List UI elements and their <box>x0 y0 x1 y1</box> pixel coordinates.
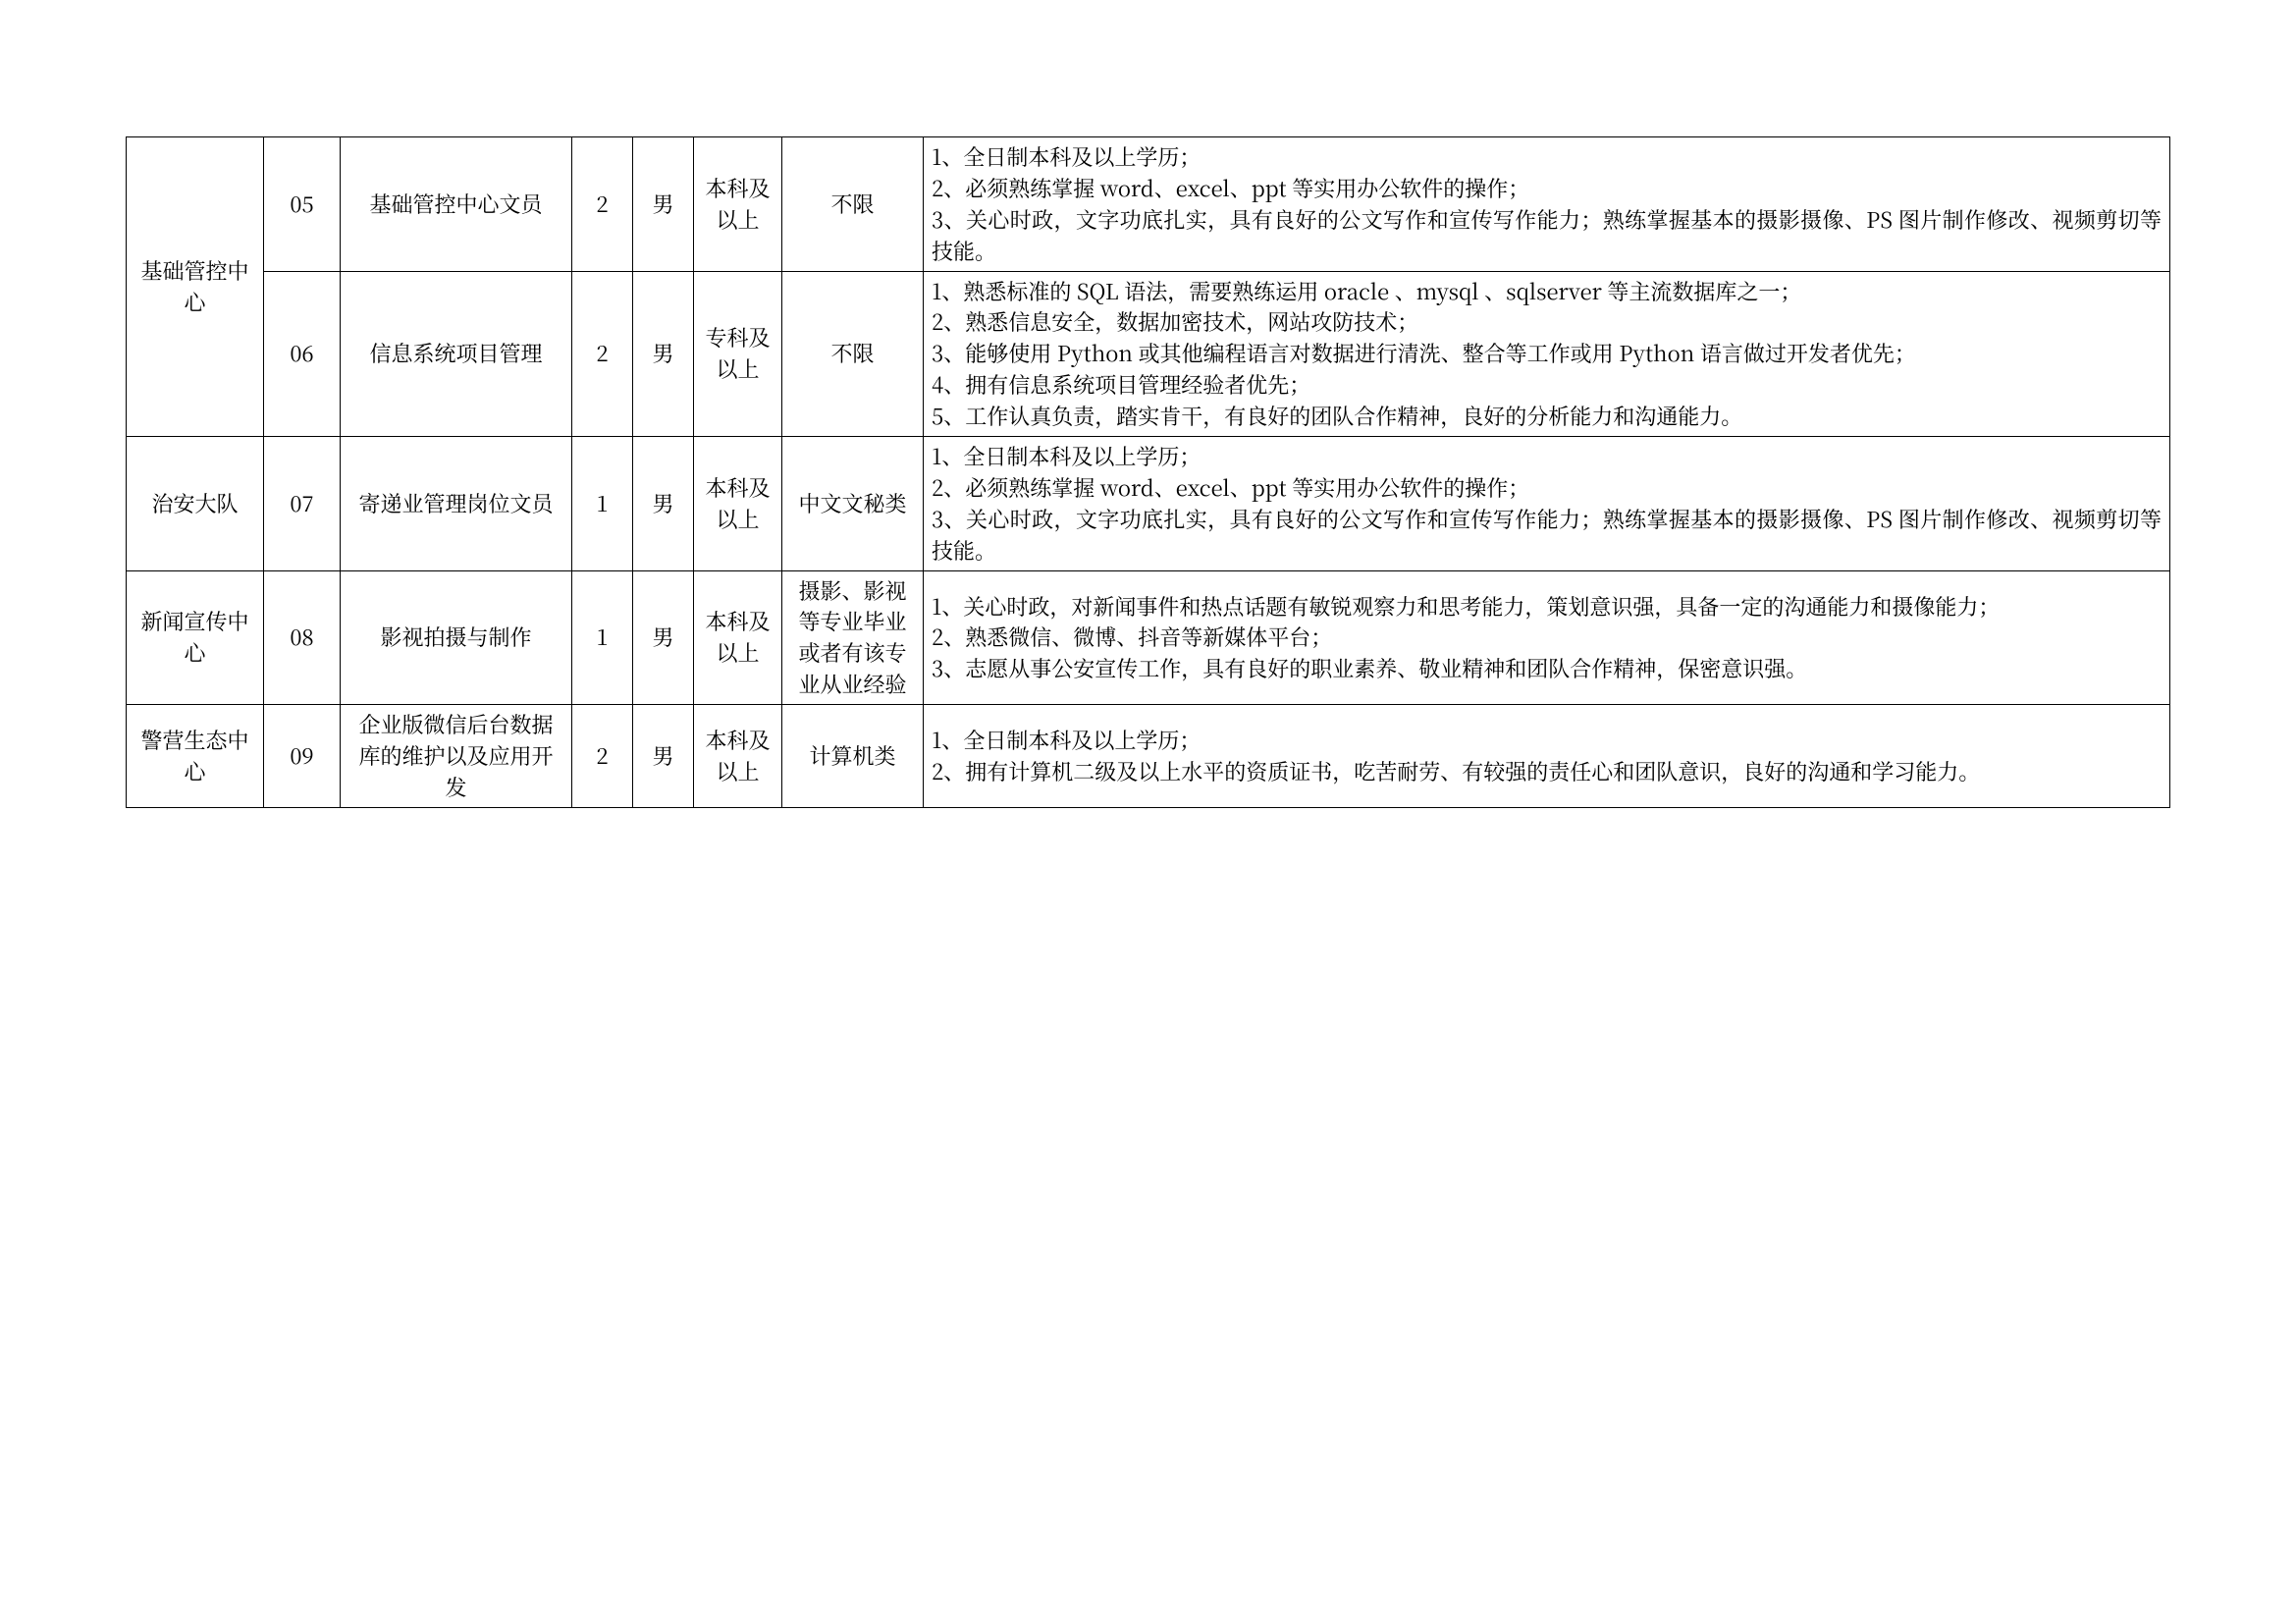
jobs-table: 基础管控中心 05 基础管控中心文员 2 男 本科及以上 不限 1、全日制本科及… <box>126 136 2170 808</box>
cell-requirements: 1、熟悉标准的 SQL 语法，需要熟练运用 oracle 、mysql 、sql… <box>924 271 2170 436</box>
table-row: 治安大队 07 寄递业管理岗位文员 1 男 本科及以上 中文文秘类 1、全日制本… <box>127 437 2170 571</box>
cell-edu: 专科及以上 <box>694 271 782 436</box>
cell-position: 企业版微信后台数据库的维护以及应用开发 <box>341 705 572 808</box>
cell-sex: 男 <box>633 271 694 436</box>
cell-code: 06 <box>264 271 341 436</box>
cell-position: 影视拍摄与制作 <box>341 570 572 705</box>
table-row: 基础管控中心 05 基础管控中心文员 2 男 本科及以上 不限 1、全日制本科及… <box>127 137 2170 272</box>
cell-code: 05 <box>264 137 341 272</box>
cell-major: 中文文秘类 <box>782 437 924 571</box>
cell-sex: 男 <box>633 437 694 571</box>
cell-qty: 2 <box>572 705 633 808</box>
cell-sex: 男 <box>633 570 694 705</box>
cell-position: 寄递业管理岗位文员 <box>341 437 572 571</box>
cell-code: 08 <box>264 570 341 705</box>
cell-qty: 1 <box>572 570 633 705</box>
cell-sex: 男 <box>633 705 694 808</box>
cell-major: 不限 <box>782 137 924 272</box>
cell-edu: 本科及以上 <box>694 437 782 571</box>
cell-sex: 男 <box>633 137 694 272</box>
cell-position: 信息系统项目管理 <box>341 271 572 436</box>
cell-edu: 本科及以上 <box>694 705 782 808</box>
table-row: 新闻宣传中心 08 影视拍摄与制作 1 男 本科及以上 摄影、影视等专业毕业或者… <box>127 570 2170 705</box>
cell-qty: 1 <box>572 437 633 571</box>
cell-dept: 治安大队 <box>127 437 264 571</box>
table-row: 警营生态中心 09 企业版微信后台数据库的维护以及应用开发 2 男 本科及以上 … <box>127 705 2170 808</box>
cell-edu: 本科及以上 <box>694 137 782 272</box>
cell-qty: 2 <box>572 271 633 436</box>
cell-major: 计算机类 <box>782 705 924 808</box>
cell-requirements: 1、全日制本科及以上学历； 2、必须熟练掌握 word、excel、ppt 等实… <box>924 437 2170 571</box>
cell-position: 基础管控中心文员 <box>341 137 572 272</box>
cell-requirements: 1、全日制本科及以上学历； 2、必须熟练掌握 word、excel、ppt 等实… <box>924 137 2170 272</box>
cell-requirements: 1、全日制本科及以上学历； 2、拥有计算机二级及以上水平的资质证书，吃苦耐劳、有… <box>924 705 2170 808</box>
cell-dept: 新闻宣传中心 <box>127 570 264 705</box>
cell-dept: 警营生态中心 <box>127 705 264 808</box>
cell-edu: 本科及以上 <box>694 570 782 705</box>
cell-major: 不限 <box>782 271 924 436</box>
cell-requirements: 1、关心时政，对新闻事件和热点话题有敏锐观察力和思考能力，策划意识强，具备一定的… <box>924 570 2170 705</box>
table-row: 06 信息系统项目管理 2 男 专科及以上 不限 1、熟悉标准的 SQL 语法，… <box>127 271 2170 436</box>
cell-code: 07 <box>264 437 341 571</box>
cell-major: 摄影、影视等专业毕业或者有该专业从业经验 <box>782 570 924 705</box>
cell-dept: 基础管控中心 <box>127 137 264 437</box>
cell-qty: 2 <box>572 137 633 272</box>
cell-code: 09 <box>264 705 341 808</box>
